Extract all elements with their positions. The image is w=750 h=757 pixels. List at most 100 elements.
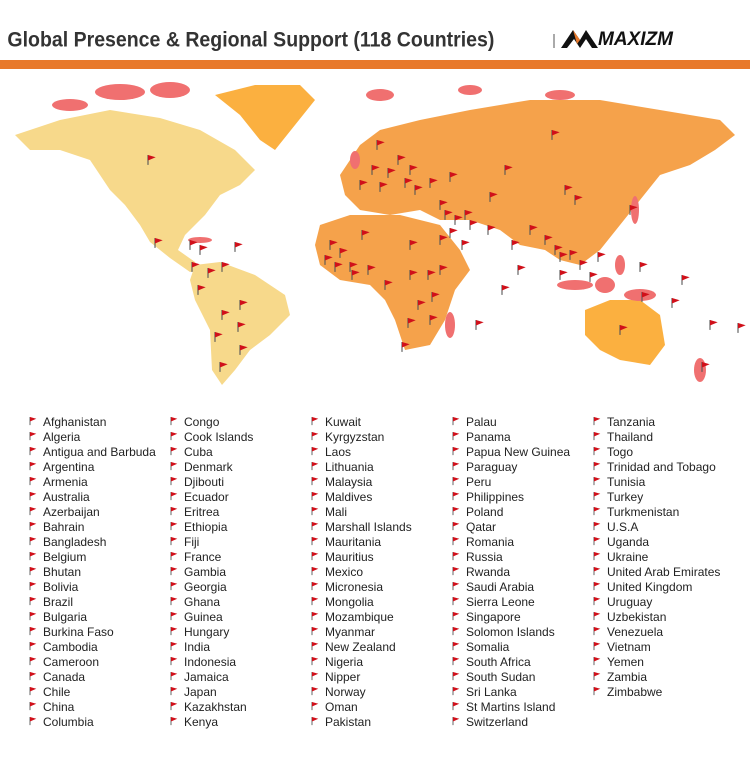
- flag-cloth: [594, 567, 601, 572]
- flag-cloth: [580, 260, 588, 266]
- flag-cloth: [620, 325, 628, 331]
- flag-cloth: [240, 345, 248, 351]
- flag-icon: [170, 492, 178, 501]
- flag-cloth: [642, 292, 650, 298]
- flag-cloth: [30, 537, 37, 542]
- flag-cloth: [453, 447, 460, 452]
- country-name: Azerbaijan: [43, 505, 100, 519]
- country-name: Micronesia: [325, 580, 383, 594]
- flag-cloth: [453, 717, 460, 722]
- flag-icon: [29, 522, 37, 531]
- flag-icon: [593, 687, 601, 696]
- flag-cloth: [430, 178, 438, 184]
- flag-cloth: [738, 323, 746, 329]
- flag-cloth: [465, 210, 473, 216]
- country-name: Myanmar: [325, 625, 375, 639]
- flag-icon: [339, 248, 348, 258]
- flag-cloth: [453, 612, 460, 617]
- country-name: Marshall Islands: [325, 520, 412, 534]
- logo-icon: [561, 30, 598, 48]
- flag-icon: [170, 717, 178, 726]
- country-name: Trinidad and Tobago: [607, 460, 716, 474]
- flag-cloth: [30, 597, 37, 602]
- flag-cloth: [235, 242, 243, 248]
- flag-cloth: [198, 285, 206, 291]
- flag-cloth: [312, 642, 319, 647]
- flag-icon: [593, 522, 601, 531]
- flag-icon: [409, 165, 418, 175]
- flag-cloth: [453, 702, 460, 707]
- country-name: Singapore: [466, 610, 521, 624]
- header-bar: [0, 60, 750, 69]
- flag-icon: [593, 447, 601, 456]
- country-name: Norway: [325, 685, 366, 699]
- flag-cloth: [453, 597, 460, 602]
- flag-cloth: [380, 182, 388, 188]
- flag-icon: [593, 582, 601, 591]
- flag-cloth: [372, 165, 380, 171]
- flag-cloth: [594, 552, 601, 557]
- flag-icon: [170, 597, 178, 606]
- country-name: Mauritius: [325, 550, 374, 564]
- country-name: Ukraine: [607, 550, 649, 564]
- flag-icon: [359, 180, 368, 190]
- flag-cloth: [453, 492, 460, 497]
- flag-icon: [454, 215, 463, 225]
- flag-icon: [170, 537, 178, 546]
- country-name: Qatar: [466, 520, 496, 534]
- flag-cloth: [171, 507, 178, 512]
- flag-icon: [29, 567, 37, 576]
- country-name: India: [184, 640, 210, 654]
- country-name: Mongolia: [325, 595, 374, 609]
- flag-icon: [452, 477, 460, 486]
- flag-icon: [544, 235, 553, 245]
- flag-icon: [29, 507, 37, 516]
- country-name: Hungary: [184, 625, 229, 639]
- flag-icon: [469, 220, 478, 230]
- flag-icon: [311, 672, 319, 681]
- country-name: Nipper: [325, 670, 360, 684]
- flag-cloth: [171, 492, 178, 497]
- flag-icon: [439, 235, 448, 245]
- flag-icon: [452, 657, 460, 666]
- flag-icon: [593, 417, 601, 426]
- flag-cloth: [312, 672, 319, 677]
- country-name: Congo: [184, 415, 220, 429]
- country-name: United Kingdom: [607, 580, 692, 594]
- flag-icon: [737, 323, 746, 333]
- flag-cloth: [200, 245, 208, 251]
- flag-cloth: [428, 270, 436, 276]
- flag-icon: [29, 582, 37, 591]
- country-name: Paraguay: [466, 460, 517, 474]
- flag-cloth: [594, 492, 601, 497]
- country-name: Brazil: [43, 595, 73, 609]
- flag-cloth: [312, 522, 319, 527]
- flag-cloth: [30, 627, 37, 632]
- flag-icon: [461, 240, 470, 250]
- flag-cloth: [330, 240, 338, 246]
- flag-cloth: [30, 567, 37, 572]
- flag-cloth: [450, 172, 458, 178]
- flag-cloth: [312, 462, 319, 467]
- flag-icon: [311, 477, 319, 486]
- country-name: Cuba: [184, 445, 213, 459]
- flag-icon: [170, 702, 178, 711]
- country-name: Algeria: [43, 430, 81, 444]
- flag-icon: [593, 612, 601, 621]
- flag-cloth: [171, 537, 178, 542]
- flag-icon: [29, 537, 37, 546]
- flag-icon: [593, 642, 601, 651]
- logo-text: MAXIZM: [598, 29, 674, 50]
- country-name: Panama: [466, 430, 511, 444]
- flag-icon: [29, 417, 37, 426]
- country-name: New Zealand: [325, 640, 396, 654]
- country-name: Djibouti: [184, 475, 224, 489]
- flag-cloth: [30, 492, 37, 497]
- flag-icon: [407, 318, 416, 328]
- flag-icon: [311, 447, 319, 456]
- flag-cloth: [560, 252, 568, 258]
- flag-icon: [199, 245, 208, 255]
- flag-icon: [452, 417, 460, 426]
